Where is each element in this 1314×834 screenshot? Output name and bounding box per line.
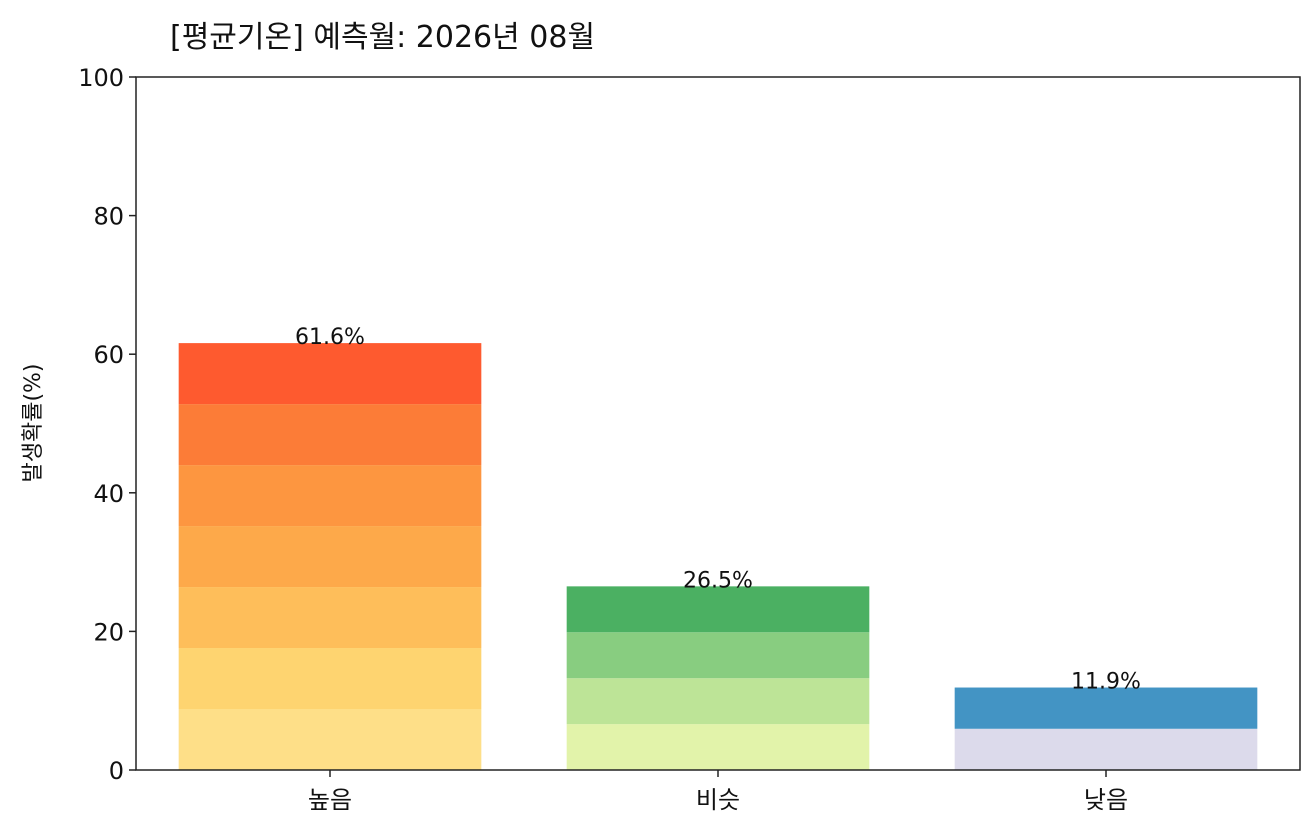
x-ticks: 높음 비슷 낮음 <box>308 770 1128 814</box>
data-label: 61.6% <box>295 325 365 350</box>
bar-segment-낮음 <box>954 728 1258 770</box>
x-tick-label: 낮음 <box>1084 786 1128 814</box>
x-tick-label: 비슷 <box>696 786 740 814</box>
bar-segment-비슷 <box>566 678 870 725</box>
x-tick-label: 높음 <box>308 786 352 814</box>
bar-segment-높음 <box>178 526 482 588</box>
chart-title: [평균기온] 예측월: 2026년 08월 <box>170 20 595 55</box>
bar-segment-높음 <box>178 343 482 405</box>
bar-segment-비슷 <box>566 724 870 770</box>
y-tick-label: 60 <box>93 341 124 369</box>
bar-segment-높음 <box>178 465 482 527</box>
bars-group: 61.6% 26.5% 11.9% <box>178 325 1258 770</box>
y-tick-label: 0 <box>109 757 124 785</box>
y-tick-label: 40 <box>93 480 124 508</box>
data-label: 11.9% <box>1071 670 1141 695</box>
plot-frame <box>135 76 1301 771</box>
y-tick-label: 20 <box>93 618 124 646</box>
bar-segment-비슷 <box>566 632 870 679</box>
bar-segment-비슷 <box>566 586 870 633</box>
y-tick-label: 100 <box>78 64 124 92</box>
bar-segment-높음 <box>178 709 482 770</box>
y-ticks: 0 20 40 60 80 100 <box>78 64 136 785</box>
y-tick-label: 80 <box>93 203 124 231</box>
bar-segment-높음 <box>178 404 482 466</box>
bar-segment-낮음 <box>954 687 1258 729</box>
y-axis-label: 발생확률(%) <box>21 363 46 482</box>
bar-segment-높음 <box>178 648 482 710</box>
bar-segment-높음 <box>178 587 482 649</box>
data-label: 26.5% <box>683 568 753 593</box>
